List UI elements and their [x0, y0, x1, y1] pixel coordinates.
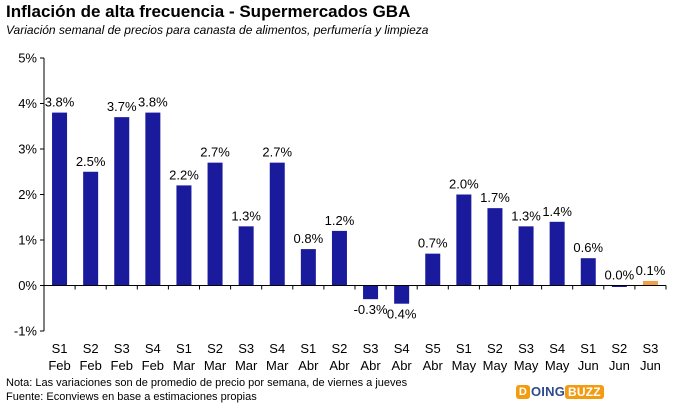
- chart-subtitle: Variación semanal de precios para canast…: [6, 23, 429, 37]
- bar: [145, 112, 161, 286]
- x-tick-label-week: S1: [176, 341, 192, 356]
- x-tick-label-month: Abr: [392, 358, 413, 373]
- data-label: 1.2%: [325, 213, 355, 228]
- x-tick-label-month: Feb: [48, 358, 70, 373]
- x-tick-label-week: S4: [269, 341, 285, 356]
- bar: [518, 226, 534, 286]
- bar: [176, 185, 192, 286]
- x-tick-label-week: S1: [580, 341, 596, 356]
- logo-text-doing: OING: [531, 384, 566, 400]
- x-tick-label-week: S4: [394, 341, 410, 356]
- x-tick-label-week: S2: [83, 341, 99, 356]
- data-label: 1.3%: [231, 208, 261, 223]
- source-note: Fuente: Econviews en base a estimaciones…: [6, 391, 257, 403]
- x-tick-label-month: Feb: [79, 358, 101, 373]
- x-tick-label-week: S3: [238, 341, 254, 356]
- bar: [642, 280, 658, 286]
- x-tick-label-month: May: [483, 358, 508, 373]
- bar: [456, 194, 472, 286]
- x-tick-label-week: S2: [487, 341, 503, 356]
- bar: [207, 162, 223, 286]
- x-tick-label-month: Feb: [142, 358, 164, 373]
- bar: [269, 162, 285, 286]
- data-label: 2.2%: [169, 167, 199, 182]
- x-tick-label-month: May: [514, 358, 539, 373]
- x-tick-label-month: Jun: [640, 358, 661, 373]
- x-tick-label-month: Abr: [423, 358, 444, 373]
- x-tick-label-month: Mar: [235, 358, 258, 373]
- data-label: 2.5%: [76, 154, 106, 169]
- bar: [487, 208, 503, 286]
- y-tick-label: 5%: [18, 51, 37, 66]
- bar: [300, 249, 316, 286]
- x-tick-label-week: S3: [518, 341, 534, 356]
- x-tick-label-week: S2: [207, 341, 223, 356]
- x-tick-label-week: S3: [363, 341, 379, 356]
- x-tick-label-month: Mar: [204, 358, 227, 373]
- bar: [580, 258, 596, 286]
- data-label: 3.8%: [45, 95, 75, 110]
- bar: [549, 221, 565, 286]
- data-label: 0.0%: [605, 268, 635, 283]
- data-label: 1.4%: [542, 204, 572, 219]
- bar: [52, 112, 68, 286]
- x-tick-label-month: Mar: [173, 358, 196, 373]
- y-tick-label: 4%: [18, 96, 37, 111]
- x-tick-label-month: Abr: [329, 358, 350, 373]
- bar: [363, 285, 379, 300]
- x-tick-label-week: S2: [331, 341, 347, 356]
- footnote: Nota: Las variaciones son de promedio de…: [6, 377, 408, 389]
- data-label: 0.8%: [294, 231, 324, 246]
- x-tick-label-week: S1: [300, 341, 316, 356]
- x-tick-label-month: May: [452, 358, 477, 373]
- bar: [611, 285, 627, 287]
- bar: [238, 226, 254, 286]
- data-label: 0.7%: [418, 236, 448, 251]
- bar: [331, 230, 347, 286]
- x-tick-label-week: S4: [549, 341, 565, 356]
- x-tick-label-month: Jun: [609, 358, 630, 373]
- data-label: 3.7%: [107, 99, 137, 114]
- data-label: 3.8%: [138, 95, 168, 110]
- x-tick-label-week: S1: [52, 341, 68, 356]
- data-label: -0.3%: [354, 302, 388, 317]
- x-tick-label-week: S2: [611, 341, 627, 356]
- y-tick-label: 1%: [18, 233, 37, 248]
- x-tick-label-month: May: [545, 358, 570, 373]
- x-tick-label-week: S4: [145, 341, 161, 356]
- x-tick-label-month: Mar: [266, 358, 289, 373]
- data-label: 1.3%: [511, 208, 541, 223]
- bar: [394, 285, 410, 304]
- x-tick-label-week: S3: [642, 341, 658, 356]
- y-tick-label: 2%: [18, 187, 37, 202]
- data-label: 0.6%: [573, 240, 603, 255]
- data-label: 1.7%: [480, 190, 510, 205]
- data-label: 2.7%: [200, 145, 230, 160]
- y-tick-label: 0%: [18, 278, 37, 293]
- x-tick-label-month: Feb: [111, 358, 133, 373]
- data-label: 0.1%: [636, 263, 666, 278]
- x-tick-label-month: Jun: [578, 358, 599, 373]
- data-label: 2.7%: [262, 145, 292, 160]
- data-label: 0.4%: [387, 307, 417, 322]
- bar: [114, 117, 130, 286]
- data-label: 2.0%: [449, 177, 479, 192]
- logo-mark-icon: D: [516, 384, 530, 399]
- x-tick-label-month: Abr: [360, 358, 381, 373]
- bar: [425, 253, 441, 286]
- chart-title: Inflación de alta frecuencia - Supermerc…: [6, 2, 411, 21]
- y-tick-label: -1%: [14, 324, 38, 339]
- x-tick-label-week: S5: [425, 341, 441, 356]
- x-tick-label-week: S3: [114, 341, 130, 356]
- bar: [83, 171, 99, 286]
- x-tick-label-week: S1: [456, 341, 472, 356]
- doingbuzz-logo: D OING BUZZ: [516, 383, 604, 399]
- x-tick-label-month: Abr: [298, 358, 319, 373]
- y-tick-label: 3%: [18, 142, 37, 157]
- logo-text-buzz: BUZZ: [565, 384, 604, 399]
